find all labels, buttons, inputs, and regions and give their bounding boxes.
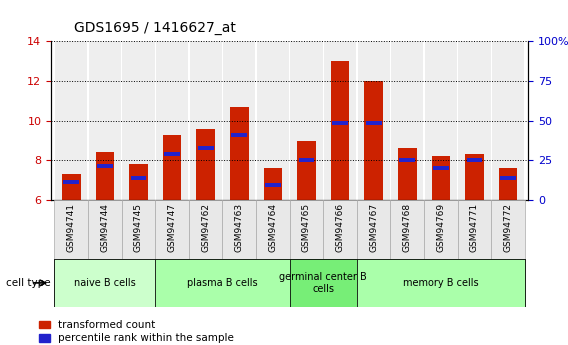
Bar xyxy=(465,155,484,200)
FancyBboxPatch shape xyxy=(88,200,122,259)
FancyBboxPatch shape xyxy=(357,200,390,259)
FancyBboxPatch shape xyxy=(55,259,525,307)
FancyBboxPatch shape xyxy=(491,200,525,259)
Bar xyxy=(230,107,249,200)
Bar xyxy=(458,41,491,200)
Bar xyxy=(190,41,222,200)
Text: GSM94772: GSM94772 xyxy=(504,203,512,252)
Bar xyxy=(55,41,87,200)
Text: memory B cells: memory B cells xyxy=(403,278,479,288)
Text: GSM94769: GSM94769 xyxy=(436,203,445,252)
Bar xyxy=(164,152,180,156)
Text: plasma B cells: plasma B cells xyxy=(187,278,258,288)
Bar xyxy=(131,176,147,180)
Bar xyxy=(492,41,524,200)
Bar xyxy=(332,121,348,125)
Bar xyxy=(156,41,188,200)
Bar xyxy=(257,41,289,200)
FancyBboxPatch shape xyxy=(122,200,155,259)
Text: GSM94762: GSM94762 xyxy=(201,203,210,252)
Bar xyxy=(297,141,316,200)
Text: GSM94764: GSM94764 xyxy=(268,203,277,252)
FancyBboxPatch shape xyxy=(424,200,458,259)
FancyBboxPatch shape xyxy=(55,200,88,259)
Bar xyxy=(163,135,181,200)
Bar xyxy=(432,157,450,200)
Text: cell type: cell type xyxy=(6,278,51,288)
Bar xyxy=(324,41,356,200)
Text: GSM94744: GSM94744 xyxy=(101,203,110,252)
Bar xyxy=(425,41,457,200)
Bar xyxy=(231,132,247,137)
Bar xyxy=(433,166,449,170)
Bar xyxy=(357,41,390,200)
FancyBboxPatch shape xyxy=(458,200,491,259)
Text: GSM94768: GSM94768 xyxy=(403,203,412,252)
Bar xyxy=(95,152,114,200)
Bar xyxy=(122,41,154,200)
FancyBboxPatch shape xyxy=(155,200,189,259)
Bar xyxy=(398,148,416,200)
Text: germinal center B
cells: germinal center B cells xyxy=(279,272,367,294)
Text: GSM94765: GSM94765 xyxy=(302,203,311,252)
Bar xyxy=(399,158,415,162)
FancyBboxPatch shape xyxy=(256,200,290,259)
Text: GDS1695 / 1416627_at: GDS1695 / 1416627_at xyxy=(74,21,236,35)
Bar xyxy=(62,174,81,200)
Bar xyxy=(264,168,282,200)
FancyBboxPatch shape xyxy=(390,200,424,259)
Text: GSM94745: GSM94745 xyxy=(134,203,143,252)
Bar xyxy=(391,41,423,200)
FancyBboxPatch shape xyxy=(323,200,357,259)
Bar xyxy=(198,146,214,149)
Bar xyxy=(97,164,112,168)
Text: GSM94766: GSM94766 xyxy=(336,203,345,252)
Bar xyxy=(331,61,349,200)
Bar xyxy=(499,168,517,200)
Bar xyxy=(197,129,215,200)
FancyBboxPatch shape xyxy=(155,259,290,307)
Bar xyxy=(265,183,281,187)
Bar xyxy=(366,121,382,125)
Bar xyxy=(64,180,79,184)
Text: GSM94763: GSM94763 xyxy=(235,203,244,252)
Bar xyxy=(290,41,323,200)
FancyBboxPatch shape xyxy=(290,259,357,307)
Text: GSM94747: GSM94747 xyxy=(168,203,177,252)
FancyBboxPatch shape xyxy=(55,259,155,307)
FancyBboxPatch shape xyxy=(189,200,223,259)
Legend: transformed count, percentile rank within the sample: transformed count, percentile rank withi… xyxy=(39,320,234,343)
Text: GSM94767: GSM94767 xyxy=(369,203,378,252)
Text: GSM94771: GSM94771 xyxy=(470,203,479,252)
Bar xyxy=(467,158,482,162)
Text: naive B cells: naive B cells xyxy=(74,278,136,288)
FancyBboxPatch shape xyxy=(357,259,525,307)
FancyBboxPatch shape xyxy=(223,200,256,259)
Bar xyxy=(365,81,383,200)
Bar xyxy=(89,41,121,200)
Text: GSM94741: GSM94741 xyxy=(67,203,76,252)
Bar xyxy=(299,158,314,162)
Bar xyxy=(223,41,256,200)
Bar xyxy=(500,176,516,180)
Bar xyxy=(130,164,148,200)
FancyBboxPatch shape xyxy=(290,200,323,259)
